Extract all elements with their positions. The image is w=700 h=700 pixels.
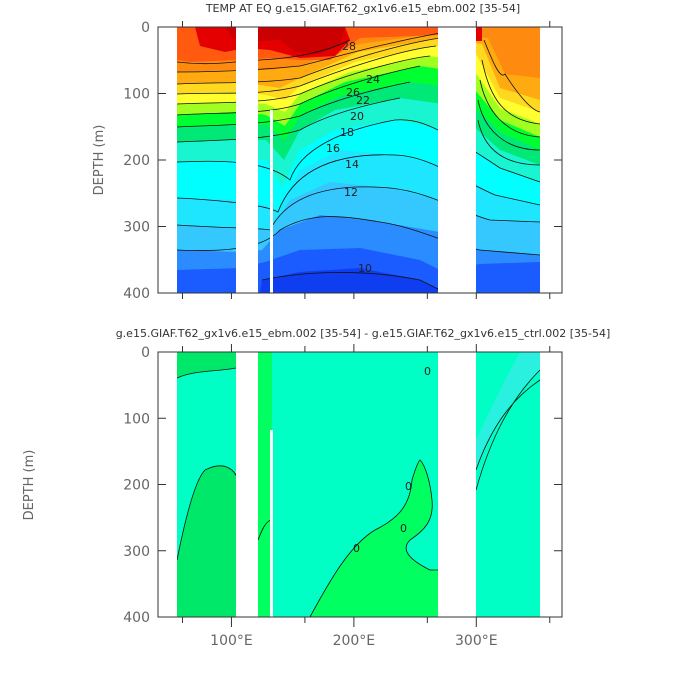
bottom-difference-field xyxy=(158,352,562,617)
contour-label-22: 22 xyxy=(356,94,370,107)
contour-label-20: 20 xyxy=(350,110,364,123)
x-tick-label: 100°E xyxy=(210,633,253,649)
contour-label-16: 16 xyxy=(326,142,340,155)
y-tick-label: 300 xyxy=(123,220,150,236)
bottom-panel: g.e15.GIAF.T62_gx1v6.e15_ebm.002 [35-54]… xyxy=(22,327,610,649)
y-tick-label: 300 xyxy=(123,544,150,560)
bottom-contour-labels: 0 0 0 0 xyxy=(353,365,431,555)
y-tick-label: 400 xyxy=(123,286,150,302)
y-tick-label: 0 xyxy=(141,345,150,361)
contour-label-zero-d: 0 xyxy=(424,365,431,378)
y-tick-label: 200 xyxy=(123,478,150,494)
x-tick-label: 200°E xyxy=(333,633,376,649)
bottom-x-axis: 100°E 200°E 300°E xyxy=(181,344,551,649)
top-panel: TEMP AT EQ g.e15.GIAF.T62_gx1v6.e15_ebm.… xyxy=(92,2,563,302)
top-y-axis: 0 100 200 300 400 xyxy=(123,20,562,302)
top-temperature-field xyxy=(158,27,562,293)
top-title: TEMP AT EQ g.e15.GIAF.T62_gx1v6.e15_ebm.… xyxy=(205,2,520,15)
contour-label-10: 10 xyxy=(358,262,372,275)
contour-label-28: 28 xyxy=(342,40,356,53)
contour-label-18: 18 xyxy=(340,126,354,139)
y-tick-label: 200 xyxy=(123,153,150,169)
contour-label-24: 24 xyxy=(366,73,380,86)
y-tick-label: 400 xyxy=(123,610,150,626)
y-tick-label: 100 xyxy=(123,411,150,427)
y-tick-label: 100 xyxy=(123,87,150,103)
top-x-ticks xyxy=(181,21,551,299)
bottom-y-axis: 0 100 200 300 400 xyxy=(123,345,562,626)
contour-label-12: 12 xyxy=(344,186,358,199)
top-y-axis-label: DEPTH (m) xyxy=(92,125,107,196)
contour-label-14: 14 xyxy=(345,158,359,171)
contour-label-26: 26 xyxy=(346,86,360,99)
top-contour-labels: 28 26 24 22 20 18 16 14 12 10 xyxy=(326,40,380,275)
contour-label-zero-a: 0 xyxy=(353,542,360,555)
contour-label-zero-b: 0 xyxy=(400,522,407,535)
x-tick-label: 300°E xyxy=(455,633,498,649)
y-tick-label: 0 xyxy=(141,20,150,36)
bottom-title: g.e15.GIAF.T62_gx1v6.e15_ebm.002 [35-54]… xyxy=(116,327,611,340)
bottom-y-axis-label: DEPTH (m) xyxy=(22,450,37,521)
top-land-mask xyxy=(158,27,562,293)
contour-label-zero-c: 0 xyxy=(405,480,412,493)
